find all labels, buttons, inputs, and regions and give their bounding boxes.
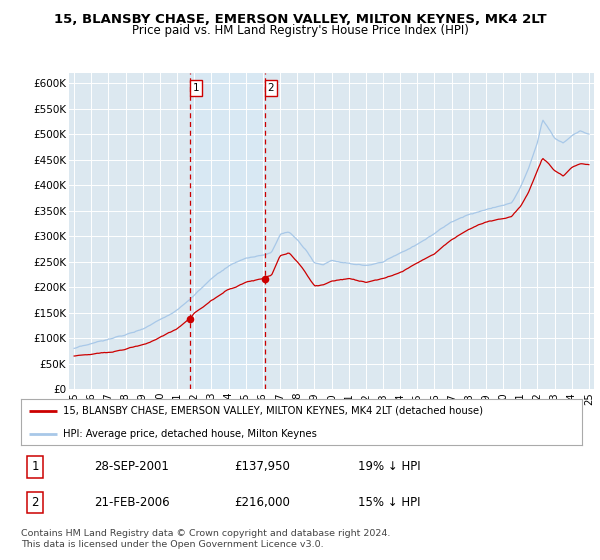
Text: 1: 1 [31,460,39,473]
Text: 28-SEP-2001: 28-SEP-2001 [94,460,169,473]
Text: Contains HM Land Registry data © Crown copyright and database right 2024.
This d: Contains HM Land Registry data © Crown c… [21,529,391,549]
Text: 1: 1 [193,83,199,93]
Text: 2: 2 [31,496,39,509]
Text: 15, BLANSBY CHASE, EMERSON VALLEY, MILTON KEYNES, MK4 2LT: 15, BLANSBY CHASE, EMERSON VALLEY, MILTO… [53,13,547,26]
Text: 21-FEB-2006: 21-FEB-2006 [94,496,170,509]
Text: 15% ↓ HPI: 15% ↓ HPI [358,496,420,509]
Text: Price paid vs. HM Land Registry's House Price Index (HPI): Price paid vs. HM Land Registry's House … [131,24,469,37]
Text: £216,000: £216,000 [234,496,290,509]
Text: £137,950: £137,950 [234,460,290,473]
Text: 19% ↓ HPI: 19% ↓ HPI [358,460,420,473]
Bar [190,73,265,389]
Text: 15, BLANSBY CHASE, EMERSON VALLEY, MILTON KEYNES, MK4 2LT (detached house): 15, BLANSBY CHASE, EMERSON VALLEY, MILTO… [63,406,483,416]
Text: 2: 2 [268,83,274,93]
Text: HPI: Average price, detached house, Milton Keynes: HPI: Average price, detached house, Milt… [63,429,317,438]
